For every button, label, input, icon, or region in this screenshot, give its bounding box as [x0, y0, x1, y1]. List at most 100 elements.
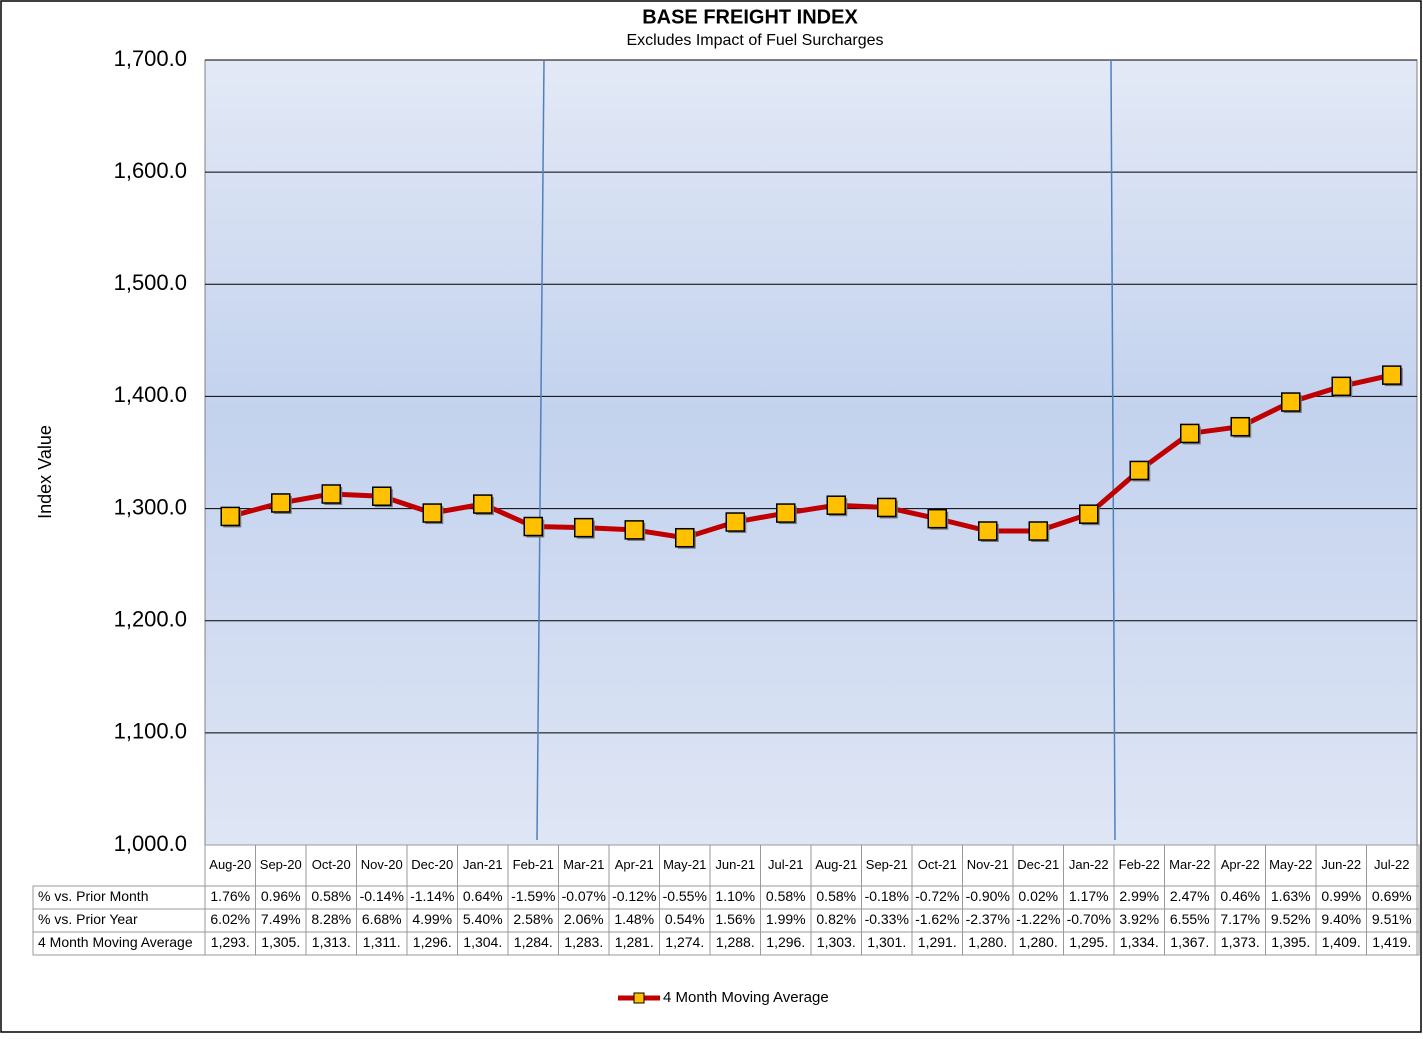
table-cell: 0.58% — [766, 888, 806, 904]
marker — [1230, 416, 1250, 437]
table-cell: 9.51% — [1372, 911, 1412, 927]
x-tick-label: Mar-22 — [1169, 857, 1210, 872]
x-tick-label: Feb-22 — [1119, 857, 1160, 872]
x-tick-label: Nov-20 — [361, 857, 403, 872]
table-cell: 0.02% — [1018, 888, 1058, 904]
table-cell: 0.64% — [463, 888, 503, 904]
table-cell: 1,313. — [312, 934, 351, 950]
y-axis-label: Index Value — [35, 425, 55, 519]
table-cell: 2.06% — [564, 911, 604, 927]
x-tick-label: Aug-20 — [209, 857, 251, 872]
table-cell: 7.17% — [1220, 911, 1260, 927]
x-tick-label: Jun-21 — [715, 857, 755, 872]
table-cell: 1,395. — [1271, 934, 1310, 950]
table-row — [32, 931, 1420, 956]
marker — [927, 508, 947, 529]
table-row-label: % vs. Prior Month — [38, 888, 148, 904]
table-cell: 2.47% — [1170, 888, 1210, 904]
table-cell: 4.99% — [412, 911, 452, 927]
y-tick-label: 1,600.0 — [114, 158, 187, 183]
marker — [1281, 392, 1301, 412]
x-tick-label: Dec-21 — [1017, 857, 1059, 872]
table-cell: -1.62% — [915, 911, 959, 927]
x-tick-label: Dec-20 — [411, 857, 453, 872]
marker — [624, 520, 644, 540]
table-cell: 6.02% — [210, 911, 250, 927]
table-cell: 7.49% — [261, 911, 301, 927]
table-cell: 1,311. — [363, 934, 401, 950]
y-tick-label: 1,200.0 — [114, 607, 187, 632]
table-cell: -1.14% — [410, 888, 454, 904]
table-cell: 0.99% — [1321, 888, 1361, 904]
table-cell: 9.52% — [1271, 911, 1311, 927]
table-cell: 1.10% — [715, 888, 755, 904]
table-cell: 0.58% — [311, 888, 351, 904]
table-cell: 1,409. — [1322, 934, 1361, 950]
legend-label: 4 Month Moving Average — [663, 989, 829, 1006]
table-cell: 1,283. — [564, 934, 603, 950]
marker — [826, 495, 846, 515]
table-cell: 1,301. — [867, 934, 906, 950]
table-cell: -0.14% — [360, 888, 404, 904]
table-row-label: % vs. Prior Year — [38, 911, 138, 927]
x-tick-label: Jan-22 — [1069, 857, 1109, 872]
x-tick-label: Jul-21 — [768, 857, 803, 872]
table-cell: 1,291. — [918, 934, 957, 950]
marker — [523, 516, 543, 537]
table-cell: -0.18% — [865, 888, 909, 904]
table-cell: 1,334. — [1120, 934, 1159, 950]
table-cell: 1,293. — [211, 934, 250, 950]
y-tick-label: 1,400.0 — [114, 382, 187, 407]
y-tick-label: 1,000.0 — [114, 831, 187, 856]
table-cell: -1.22% — [1016, 911, 1060, 927]
table-cell: 2.58% — [513, 911, 553, 927]
table-cell: 1,280. — [1019, 934, 1058, 950]
legend-marker — [633, 992, 645, 1004]
x-tick-label: May-21 — [663, 857, 706, 872]
table-cell: 2.99% — [1119, 888, 1159, 904]
x-tick-label: Apr-22 — [1221, 857, 1260, 872]
x-tick-label: Jan-21 — [463, 857, 503, 872]
table-cell: 1,303. — [817, 934, 856, 950]
marker — [877, 497, 897, 518]
y-tick-label: 1,500.0 — [114, 270, 187, 295]
table-cell: 1,281. — [615, 934, 654, 950]
x-tick-label: Oct-20 — [312, 857, 351, 872]
x-tick-label: Sep-20 — [260, 857, 302, 872]
table-cell: 0.96% — [261, 888, 301, 904]
table-cell: 1,296. — [413, 934, 452, 950]
table-cell: 0.46% — [1220, 888, 1260, 904]
table-cell: -0.33% — [865, 911, 909, 927]
table-cell: 1,274. — [665, 934, 704, 950]
table-cell: 1,284. — [514, 934, 553, 950]
table-cell: -0.12% — [612, 888, 656, 904]
x-tick-label: Jul-22 — [1374, 857, 1409, 872]
table-cell: -1.59% — [511, 888, 555, 904]
table-cell: 1,419. — [1372, 934, 1411, 950]
y-tick-label: 1,700.0 — [114, 46, 187, 71]
table-cell: 1.17% — [1069, 888, 1109, 904]
marker — [372, 486, 392, 506]
table-cell: 1,367. — [1170, 934, 1209, 950]
table-cell: 1,280. — [968, 934, 1007, 950]
marker — [473, 494, 493, 514]
table-cell: 1.99% — [766, 911, 806, 927]
y-tick-label: 1,300.0 — [114, 494, 187, 519]
marker — [776, 503, 796, 523]
marker — [574, 517, 594, 538]
table-cell: 0.54% — [665, 911, 705, 927]
chart-title: BASE FREIGHT INDEX — [642, 6, 858, 28]
marker — [321, 484, 341, 504]
marker — [1028, 521, 1048, 541]
table-cell: -2.37% — [966, 911, 1010, 927]
table-cell: 1,373. — [1221, 934, 1260, 950]
table-cell: 6.55% — [1170, 911, 1210, 927]
table-cell: 3.92% — [1119, 911, 1159, 927]
table-cell: 9.40% — [1321, 911, 1361, 927]
marker — [271, 493, 291, 513]
x-tick-label: Oct-21 — [918, 857, 957, 872]
table-cell: 1,304. — [463, 934, 502, 950]
x-tick-label: May-22 — [1269, 857, 1312, 872]
table-cell: 0.58% — [816, 888, 856, 904]
